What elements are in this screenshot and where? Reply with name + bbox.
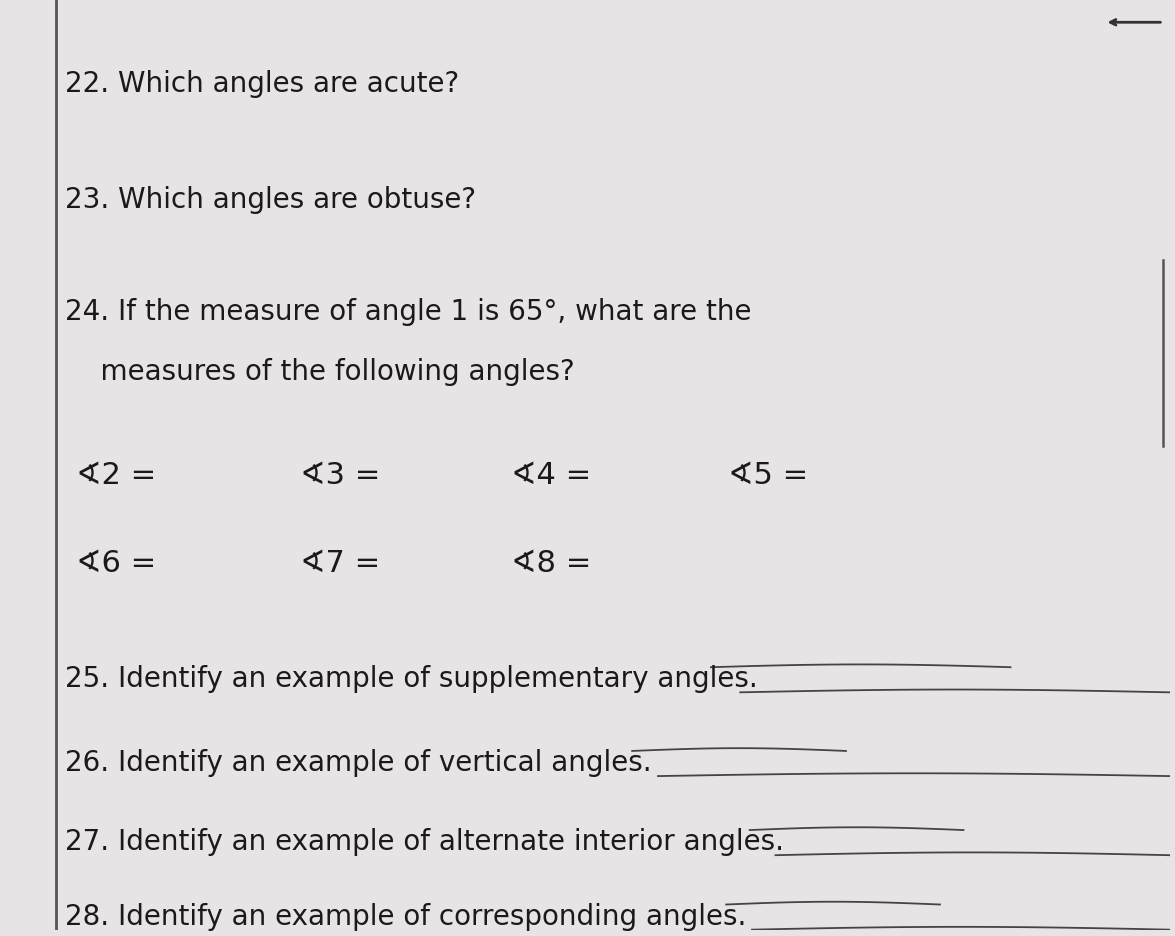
Text: ∢5 =: ∢5 =	[728, 461, 808, 490]
Text: 24. If the measure of angle 1 is 65°, what are the: 24. If the measure of angle 1 is 65°, wh…	[65, 298, 751, 326]
Text: measures of the following angles?: measures of the following angles?	[65, 358, 575, 386]
Text: 28. Identify an example of corresponding angles.: 28. Identify an example of corresponding…	[65, 901, 746, 929]
Text: ∢6 =: ∢6 =	[76, 548, 156, 578]
Text: 25. Identify an example of supplementary angles.: 25. Identify an example of supplementary…	[65, 665, 758, 693]
Text: ∢4 =: ∢4 =	[511, 461, 591, 490]
Text: ∢2 =: ∢2 =	[76, 461, 156, 490]
Text: ∢3 =: ∢3 =	[300, 461, 380, 490]
Text: 23. Which angles are obtuse?: 23. Which angles are obtuse?	[65, 186, 476, 214]
Text: ∢8 =: ∢8 =	[511, 548, 591, 578]
Text: 22. Which angles are acute?: 22. Which angles are acute?	[65, 69, 459, 97]
Text: ∢7 =: ∢7 =	[300, 548, 380, 578]
Text: 26. Identify an example of vertical angles.: 26. Identify an example of vertical angl…	[65, 749, 651, 776]
Text: 27. Identify an example of alternate interior angles.: 27. Identify an example of alternate int…	[65, 827, 784, 856]
